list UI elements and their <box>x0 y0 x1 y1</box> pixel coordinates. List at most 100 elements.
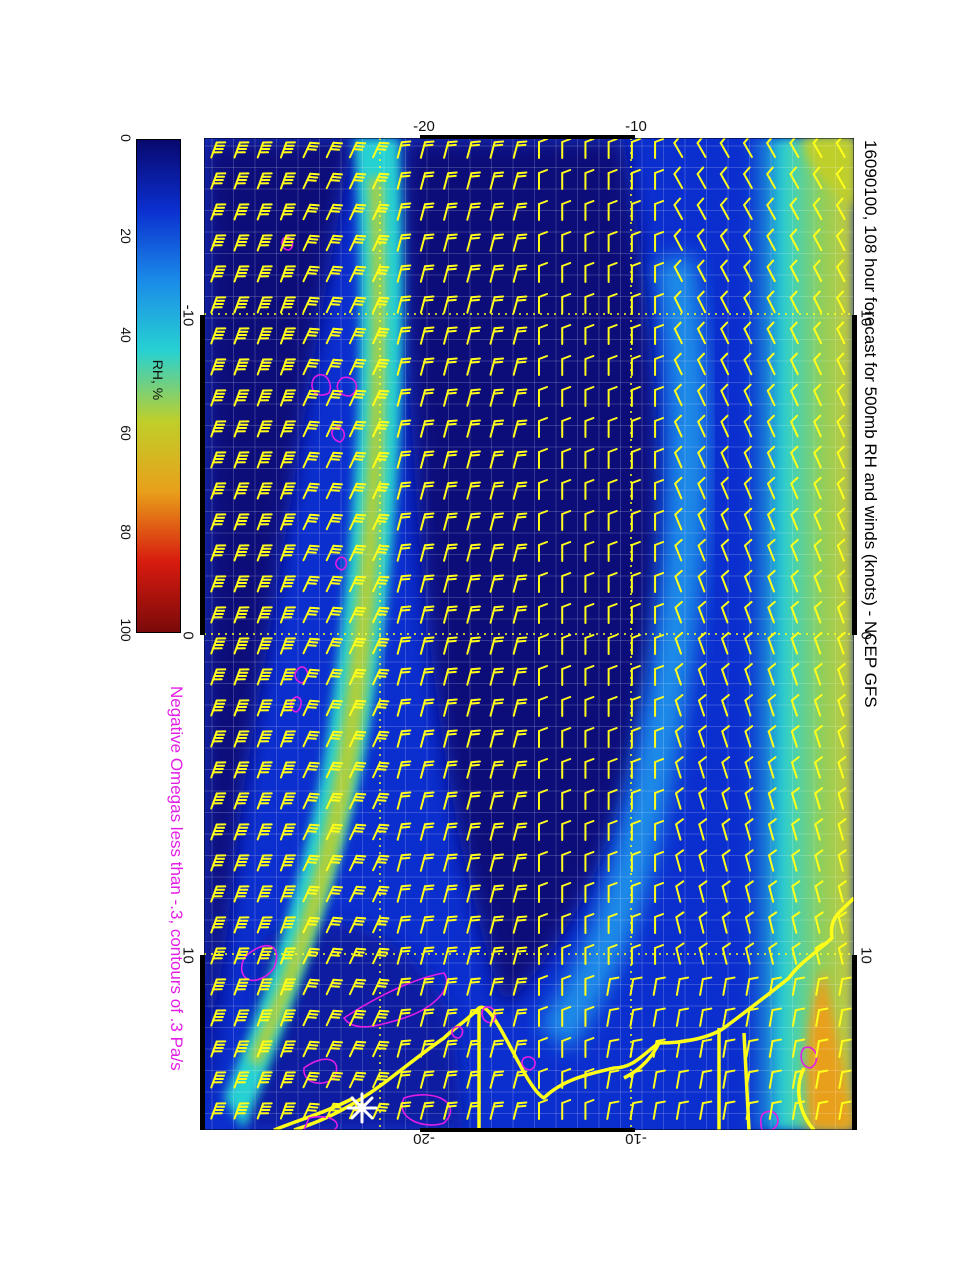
wind-barb-icon <box>325 1009 343 1027</box>
wind-barb-icon <box>767 787 777 810</box>
wind-barb-icon <box>561 882 572 903</box>
wind-barb-icon <box>654 572 665 593</box>
wind-barb-icon <box>279 1102 296 1120</box>
wind-barb-icon <box>443 729 458 748</box>
wind-barb-icon <box>607 727 618 748</box>
dry-region-central <box>402 138 659 1008</box>
wind-barb-icon <box>466 295 481 314</box>
wind-barb-icon <box>279 544 296 562</box>
wind-barb-icon <box>791 976 806 996</box>
wind-barb-icon <box>630 572 641 593</box>
wind-barb-icon <box>674 414 683 438</box>
wind-barb-icon <box>466 1070 481 1089</box>
wind-barb-icon <box>743 476 753 500</box>
wind-barb-icon <box>302 482 320 500</box>
frame-segment <box>420 135 635 139</box>
wind-barb-icon <box>561 975 572 996</box>
wind-barb-icon <box>674 694 684 717</box>
wind-barb-icon <box>256 296 273 314</box>
wind-barb-icon <box>538 231 548 252</box>
wind-barb-icon <box>512 729 528 748</box>
wind-barb-icon <box>652 1100 666 1120</box>
colorbar-gradient <box>137 140 180 632</box>
wind-barb-icon <box>466 1101 481 1120</box>
wind-barb-icon <box>698 818 708 841</box>
wind-barb-icon <box>561 169 572 190</box>
wind-barb-icon <box>419 636 435 655</box>
wind-barb-icon <box>836 321 846 345</box>
wind-barb-icon <box>812 138 823 158</box>
wind-barb-icon <box>396 884 412 903</box>
wind-barb-icon <box>325 978 343 996</box>
wind-barb-icon <box>256 420 273 438</box>
left-tick-label: 0 <box>179 631 197 640</box>
wind-barb-icon <box>325 172 343 190</box>
wind-barb-icon <box>791 818 801 841</box>
wind-barb-icon <box>745 1100 759 1120</box>
wind-barb-icon <box>812 259 823 283</box>
wind-barb-icon <box>606 1038 620 1058</box>
wind-barb-icon <box>790 631 800 655</box>
wind-barb-icon <box>630 758 641 779</box>
wind-barb-icon <box>419 605 435 624</box>
wind-barb-icon <box>561 665 572 686</box>
wind-barb-icon <box>279 823 296 841</box>
wind-barb-icon <box>302 823 320 841</box>
wind-barb-icon <box>743 290 753 314</box>
wind-barb-icon <box>538 851 548 872</box>
wind-barb-icon <box>279 606 296 624</box>
wind-barb-icon <box>302 761 320 779</box>
wind-barb-icon <box>489 419 505 438</box>
wind-barb-icon <box>607 262 618 283</box>
wind-barb-icon <box>302 606 320 624</box>
wind-barb-icon <box>443 853 458 872</box>
wind-barb-icon <box>696 228 707 252</box>
wind-barb-icon <box>489 574 505 593</box>
wind-barb-icon <box>396 760 412 779</box>
wind-barb-icon <box>325 1040 343 1058</box>
wind-barb-icon <box>210 606 227 624</box>
wind-barb-icon <box>630 355 641 376</box>
wind-barb-icon <box>721 880 731 903</box>
wind-barb-icon <box>743 259 753 283</box>
wind-barb-icon <box>722 1038 736 1058</box>
wind-barb-icon <box>836 600 846 624</box>
wind-barb-icon <box>372 575 390 593</box>
wind-barb-icon <box>744 725 754 748</box>
wind-barb-icon <box>372 451 390 469</box>
wind-barb-icon <box>654 820 665 841</box>
wind-barb-icon <box>512 202 528 221</box>
wind-barb-icon <box>443 822 458 841</box>
wind-barb-icon <box>561 293 572 314</box>
wind-barb-icon <box>512 884 528 903</box>
wind-barb-icon <box>302 1040 320 1058</box>
wind-barb-icon <box>443 419 458 438</box>
colorbar-tick-label: 20 <box>118 228 134 245</box>
wind-barb-icon <box>419 481 435 500</box>
wind-barb-icon <box>584 603 595 624</box>
wind-barb-icon <box>584 262 595 283</box>
wind-barb-icon <box>489 1039 505 1058</box>
wind-barb-icon <box>630 169 641 190</box>
wind-barb-icon <box>836 352 846 376</box>
wind-barb-icon <box>489 512 505 531</box>
wind-barb-icon <box>813 476 822 500</box>
wind-barb-icon <box>654 882 665 903</box>
wind-barb-icon <box>396 419 412 438</box>
wind-barb-icon <box>443 698 458 717</box>
wind-barb-icon <box>607 789 618 810</box>
wind-barb-icon <box>325 544 343 562</box>
wind-barb-icon <box>419 357 435 376</box>
wind-barb-icon <box>372 482 390 500</box>
wind-barb-icon <box>629 1038 643 1058</box>
wind-barb-icon <box>814 942 824 965</box>
wind-barb-icon <box>584 975 595 996</box>
wind-barb-icon <box>302 513 320 531</box>
wind-barb-icon <box>466 853 481 872</box>
wind-barb-icon <box>396 1039 412 1058</box>
wind-barb-icon <box>489 636 505 655</box>
wind-barb-icon <box>419 574 435 593</box>
wind-barb-icon <box>372 1102 390 1120</box>
wind-barb-icon <box>561 200 572 221</box>
wind-barb-icon <box>210 792 227 810</box>
